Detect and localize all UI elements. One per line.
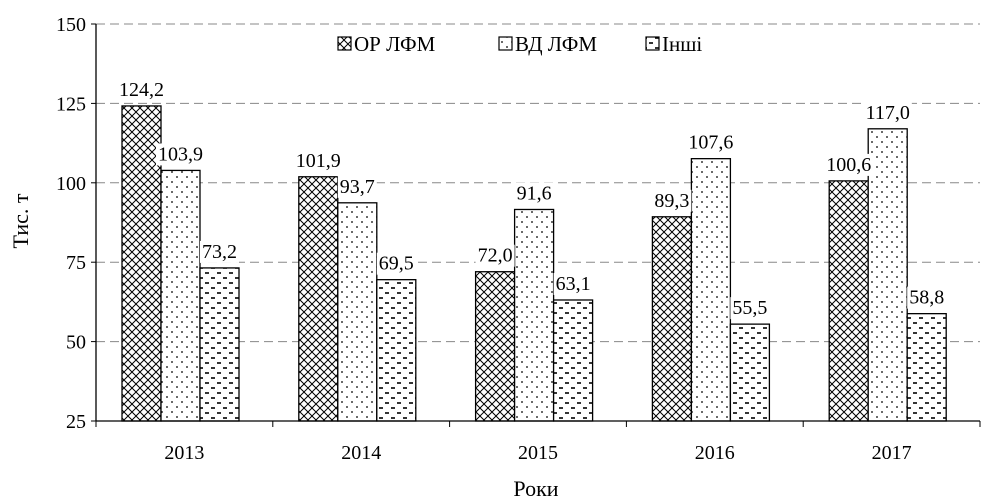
data-label-bg (337, 175, 377, 198)
data-label: 55,5 (732, 297, 767, 319)
legend-background (328, 26, 728, 60)
data-label-bg (293, 149, 343, 172)
legend-swatch-dots (498, 36, 513, 51)
bar-вд-лфм-2016 (690, 158, 732, 422)
legend: ОР ЛФМ ВД ЛФМ Інші (328, 26, 728, 60)
data-label: 72,0 (478, 245, 513, 267)
data-label: 93,7 (340, 176, 375, 198)
bar-інші-2016 (729, 323, 771, 422)
bar-інші-2017 (906, 313, 947, 422)
data-label-bg (156, 143, 205, 166)
x-tick-label: 2013 (164, 442, 204, 464)
data-label-bg (824, 153, 874, 176)
data-label-bg (730, 297, 770, 320)
bar-інші-2013 (199, 267, 240, 422)
legend-label: ОР ЛФМ (354, 32, 436, 56)
bar-ор-лфм-2016 (651, 216, 693, 422)
data-label-bg (117, 78, 166, 101)
data-label-bg (200, 240, 239, 263)
bar-ор-лфм-2013 (121, 105, 162, 422)
data-label: 103,9 (158, 143, 203, 165)
x-axis-title: Роки (513, 476, 558, 501)
bar-вд-лфм-2014 (337, 202, 378, 422)
data-label-bg (907, 286, 947, 309)
data-label-bg (652, 189, 692, 212)
bar-ор-лфм-2014 (298, 176, 339, 422)
bar-ор-лфм-2017 (828, 180, 869, 422)
bar-інші-2014 (376, 279, 417, 422)
bar-ор-лфм-2015 (474, 271, 516, 422)
data-label-bg (686, 131, 736, 154)
data-labels: 124,2 103,9 73,2 101,9 93,7 69,5 72,0 91,6 63,1 8… (117, 78, 947, 320)
data-label: 100,6 (826, 154, 871, 176)
data-label: 124,2 (119, 79, 164, 101)
y-tick-label: 25 (66, 411, 86, 433)
data-label-bg (514, 182, 554, 205)
data-label-bg (475, 244, 515, 267)
legend-label: Інші (662, 32, 702, 56)
data-label: 107,6 (688, 132, 733, 154)
legend-swatch-crosshatch (337, 36, 352, 51)
x-tick-label: 2015 (518, 442, 558, 464)
bar-вд-лфм-2013 (160, 169, 201, 422)
x-tick-label: 2014 (341, 442, 381, 464)
legend-label: ВД ЛФМ (515, 32, 597, 56)
bars (121, 105, 947, 422)
bar-вд-лфм-2017 (867, 128, 908, 422)
x-tick-label: 2017 (872, 442, 912, 464)
data-label: 117,0 (866, 102, 910, 124)
data-label: 91,6 (517, 182, 552, 204)
x-tick-label: 2016 (695, 442, 735, 464)
data-label: 89,3 (654, 190, 689, 212)
data-label: 58,8 (909, 287, 944, 309)
data-label: 101,9 (296, 150, 341, 172)
axes: 25 50 75 100 125 150 2013 2014 2015 2016 2017 (56, 14, 981, 464)
bar-вд-лфм-2015 (513, 208, 555, 422)
y-tick-label: 75 (66, 252, 86, 274)
bar-інші-2015 (552, 299, 594, 422)
data-label-bg (376, 252, 416, 275)
legend-swatch-dashes (645, 36, 660, 51)
data-label-bg (863, 101, 912, 124)
data-label-bg (553, 272, 593, 295)
y-axis-title: Тис. т (8, 193, 33, 248)
y-tick-label: 125 (56, 93, 86, 115)
y-tick-label: 100 (56, 173, 86, 195)
data-label: 69,5 (379, 253, 414, 275)
y-tick-label: 50 (66, 332, 86, 354)
y-tick-label: 150 (56, 14, 86, 36)
data-label: 73,2 (202, 241, 237, 263)
data-label: 63,1 (556, 273, 591, 295)
